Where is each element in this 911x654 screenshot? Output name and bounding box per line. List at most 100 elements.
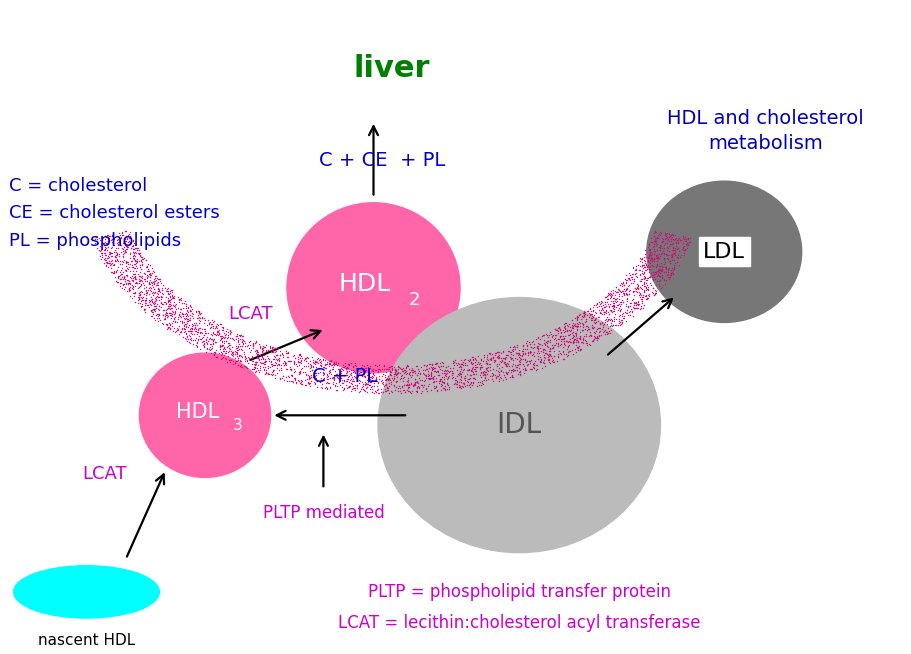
- Point: [617, 313, 631, 323]
- Point: [132, 292, 147, 302]
- Point: [110, 255, 125, 266]
- Point: [478, 375, 493, 385]
- Point: [582, 324, 597, 334]
- Point: [652, 271, 667, 281]
- Point: [616, 288, 630, 298]
- Point: [123, 279, 138, 289]
- Point: [183, 306, 198, 317]
- Point: [631, 283, 646, 293]
- Point: [533, 355, 548, 366]
- Point: [225, 347, 240, 358]
- Point: [159, 299, 174, 309]
- Point: [361, 369, 375, 379]
- Point: [191, 306, 206, 317]
- Point: [542, 330, 557, 340]
- Point: [605, 303, 619, 313]
- Point: [145, 294, 159, 305]
- Point: [642, 260, 657, 271]
- Point: [466, 369, 480, 379]
- Point: [364, 381, 379, 392]
- Point: [655, 236, 670, 247]
- Point: [622, 285, 637, 296]
- Point: [122, 228, 137, 239]
- Point: [640, 293, 654, 303]
- Point: [216, 342, 230, 353]
- Point: [224, 347, 239, 357]
- Point: [87, 234, 102, 245]
- Point: [569, 320, 584, 331]
- Point: [333, 364, 347, 374]
- Point: [363, 374, 377, 385]
- Point: [101, 251, 116, 262]
- Point: [465, 358, 479, 369]
- Point: [153, 287, 168, 298]
- Point: [117, 241, 131, 252]
- Point: [614, 281, 629, 291]
- Point: [638, 271, 652, 282]
- Point: [317, 375, 332, 385]
- Point: [270, 363, 284, 373]
- Point: [146, 281, 160, 292]
- Point: [263, 345, 278, 356]
- Point: [122, 233, 137, 244]
- Point: [139, 286, 154, 297]
- Point: [646, 283, 660, 293]
- Point: [115, 262, 129, 273]
- Point: [249, 366, 263, 376]
- Point: [116, 243, 130, 254]
- Point: [144, 280, 159, 290]
- Text: PLTP mediated: PLTP mediated: [262, 504, 384, 523]
- Point: [257, 364, 271, 375]
- Point: [593, 318, 608, 328]
- Point: [669, 241, 683, 251]
- Point: [466, 364, 481, 374]
- Point: [423, 373, 437, 383]
- Point: [228, 353, 242, 363]
- Point: [144, 277, 159, 288]
- Point: [682, 237, 697, 247]
- Point: [202, 345, 217, 356]
- Point: [438, 370, 453, 381]
- Point: [189, 320, 203, 331]
- Point: [132, 292, 147, 303]
- Point: [428, 381, 443, 392]
- Point: [277, 375, 292, 385]
- Point: [637, 279, 651, 290]
- Point: [112, 274, 127, 284]
- Point: [569, 322, 584, 332]
- Point: [374, 384, 389, 394]
- Point: [540, 353, 555, 364]
- Point: [164, 290, 179, 300]
- Point: [457, 375, 472, 385]
- Point: [660, 228, 674, 239]
- Point: [630, 286, 644, 297]
- Point: [98, 243, 113, 254]
- Point: [350, 364, 364, 375]
- Point: [128, 240, 142, 250]
- Point: [282, 356, 297, 366]
- Point: [319, 382, 333, 392]
- Point: [570, 337, 585, 347]
- Point: [660, 269, 675, 279]
- Point: [222, 337, 237, 348]
- Point: [203, 343, 218, 354]
- Point: [626, 263, 640, 273]
- Point: [393, 373, 407, 384]
- Point: [107, 256, 122, 266]
- Point: [551, 334, 566, 345]
- Point: [566, 336, 580, 346]
- Point: [658, 256, 672, 267]
- Point: [573, 315, 588, 325]
- Point: [622, 286, 637, 296]
- Point: [265, 361, 280, 371]
- Point: [94, 245, 108, 255]
- Point: [250, 363, 264, 373]
- Point: [661, 271, 676, 282]
- Point: [84, 233, 98, 244]
- Point: [108, 256, 123, 266]
- Point: [267, 364, 281, 375]
- Point: [609, 287, 624, 298]
- Point: [467, 369, 482, 379]
- Point: [107, 254, 122, 265]
- Point: [605, 290, 619, 300]
